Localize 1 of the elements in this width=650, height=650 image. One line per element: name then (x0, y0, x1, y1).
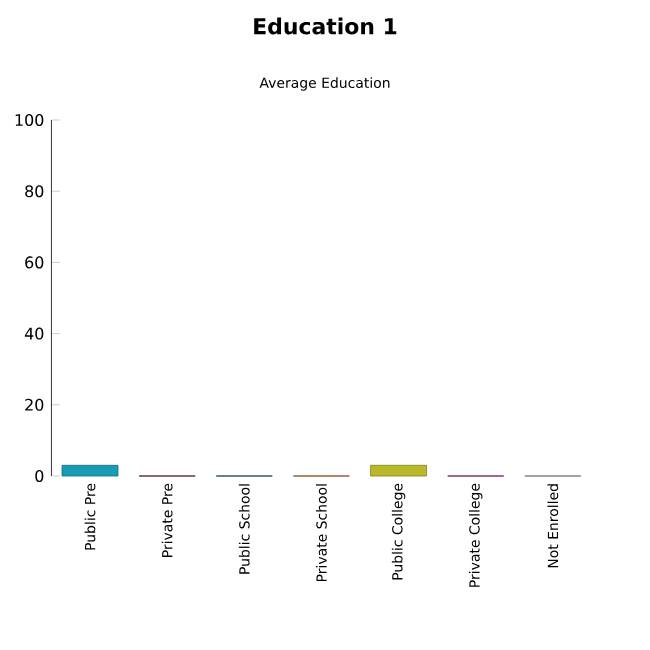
chart-title: Education 1 (254, 17, 397, 35)
